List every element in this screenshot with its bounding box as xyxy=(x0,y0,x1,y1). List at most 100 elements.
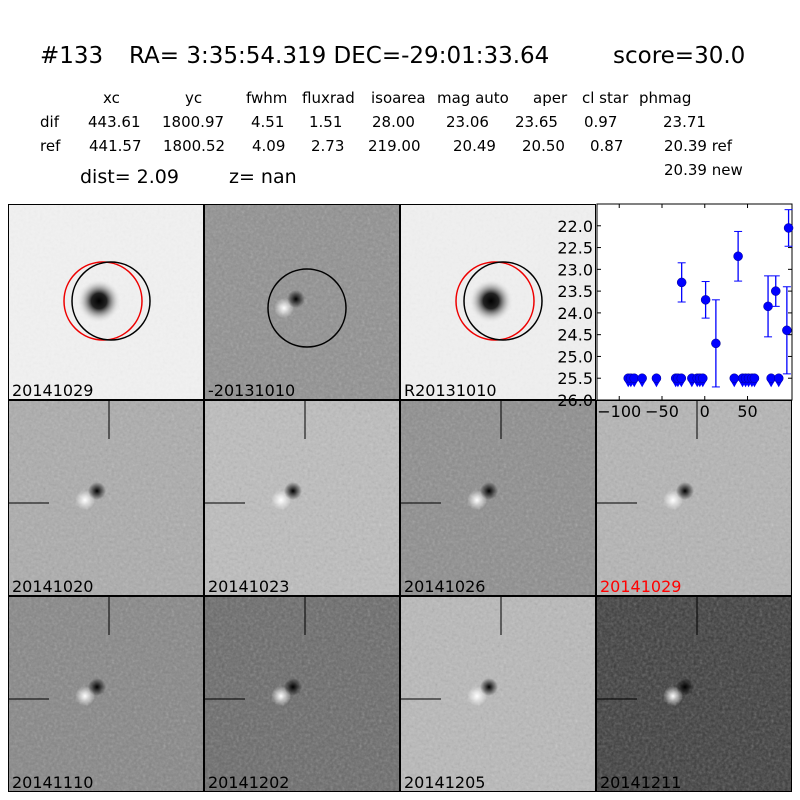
stamp-date-label: -20131010 xyxy=(208,381,296,400)
image-stamp: 20141110 xyxy=(8,596,204,792)
upper-limit-point xyxy=(651,373,662,383)
detection-point xyxy=(733,251,743,262)
upper-limit-point xyxy=(676,373,687,383)
dif-mag-auto: 23.06 xyxy=(446,113,489,131)
stamp-date-label: 20141026 xyxy=(404,577,486,596)
dif-yc: 1800.97 xyxy=(162,113,225,131)
red-aperture-circle xyxy=(63,261,143,341)
black-aperture-circle xyxy=(71,261,151,341)
red-aperture-circle xyxy=(455,261,535,341)
detection-point xyxy=(782,325,792,336)
negative-residual xyxy=(480,482,498,500)
ref-aper: 20.50 xyxy=(522,137,565,155)
ref-fluxrad: 2.73 xyxy=(311,137,345,155)
upper-limit-point xyxy=(749,373,760,383)
stamp-date-label: 20141023 xyxy=(208,577,290,596)
stamp-date-label: 20141110 xyxy=(12,773,94,792)
col-mag-auto: mag auto xyxy=(437,89,509,107)
col-aper: aper xyxy=(533,89,568,107)
y-tick-label: 22.5 xyxy=(557,239,593,258)
image-stamp: 20141205 xyxy=(400,596,596,792)
negative-residual xyxy=(284,482,302,500)
x-tick-label: −50 xyxy=(645,402,679,421)
y-tick-label: 24.0 xyxy=(557,304,593,323)
y-tick-label: 24.5 xyxy=(557,326,593,345)
ref-fwhm: 4.09 xyxy=(252,137,286,155)
detection-point xyxy=(771,286,781,296)
coordinates: RA= 3:35:54.319 DEC=-29:01:33.64 xyxy=(129,43,550,69)
stamp-date-label: 20141029 xyxy=(12,381,94,400)
detection-point xyxy=(783,223,794,233)
noise-texture xyxy=(9,597,203,791)
ref-yc: 1800.52 xyxy=(163,137,226,155)
detection-point xyxy=(700,295,711,305)
image-stamp: 20141020 xyxy=(8,400,204,596)
dist-value: dist= 2.09 xyxy=(80,166,179,188)
negative-residual xyxy=(480,678,498,696)
row-ref-label: ref xyxy=(40,137,61,155)
image-stamp: 20141023 xyxy=(204,400,400,596)
upper-limit-point xyxy=(637,373,647,383)
noise-texture xyxy=(401,401,595,595)
stamp-date-label: 20141211 xyxy=(600,773,682,792)
stamp-date-label: 20141205 xyxy=(404,773,486,792)
ref-phmag: 20.39 ref xyxy=(664,137,733,155)
plot-area xyxy=(596,203,793,401)
dif-phmag: 23.71 xyxy=(663,113,706,131)
image-stamp: 20141202 xyxy=(204,596,400,792)
upper-limit-point xyxy=(773,373,784,383)
image-stamp: 20141029 xyxy=(8,204,204,400)
score: score=30.0 xyxy=(613,43,746,69)
detection-point xyxy=(763,301,773,312)
dif-aper: 23.65 xyxy=(515,113,558,131)
dif-cl-star: 0.97 xyxy=(584,113,618,131)
upper-limit-point xyxy=(698,373,708,383)
upper-limit-point xyxy=(729,373,740,383)
x-tick-label: −100 xyxy=(597,402,641,421)
dif-fwhm: 4.51 xyxy=(251,113,285,131)
stamp-date-label: 20141029 xyxy=(600,577,682,596)
negative-residual xyxy=(88,678,106,696)
detection-point xyxy=(676,277,687,288)
source-blob xyxy=(469,279,513,323)
y-tick-label: 22.0 xyxy=(557,217,593,236)
aperture-circle xyxy=(267,268,347,348)
noise-texture xyxy=(597,401,791,595)
noise-texture xyxy=(205,401,399,595)
candidate-id: #133 xyxy=(40,43,104,69)
noise-texture xyxy=(205,597,399,791)
negative-residual xyxy=(676,482,694,500)
negative-residual xyxy=(88,482,106,500)
y-tick-label: 26.0 xyxy=(557,391,593,410)
col-xc: xc xyxy=(103,89,120,107)
col-fwhm: fwhm xyxy=(246,89,288,107)
black-aperture-circle xyxy=(463,261,543,341)
col-isoarea: isoarea xyxy=(371,89,426,107)
col-cl-star: cl star xyxy=(582,89,629,107)
upper-limit-point xyxy=(629,373,639,383)
dif-isoarea: 28.00 xyxy=(372,113,415,131)
y-tick-label: 23.0 xyxy=(557,260,593,279)
image-stamp: -20131010 xyxy=(204,204,400,400)
y-tick-label: 25.0 xyxy=(557,347,593,366)
col-fluxrad: fluxrad xyxy=(302,89,355,107)
y-tick-label: 25.5 xyxy=(557,369,593,388)
source-blob xyxy=(77,279,121,323)
negative-residual xyxy=(284,678,302,696)
z-value: z= nan xyxy=(229,166,297,188)
ref-cl-star: 0.87 xyxy=(590,137,624,155)
stamp-date-label: 20141202 xyxy=(208,773,290,792)
image-stamp: 20141029 xyxy=(596,400,792,596)
image-stamp: 20141026 xyxy=(400,400,596,596)
x-tick-label: 0 xyxy=(700,402,710,421)
dif-fluxrad: 1.51 xyxy=(309,113,343,131)
ref-isoarea: 219.00 xyxy=(368,137,421,155)
image-stamp: 20141211 xyxy=(596,596,792,792)
noise-texture xyxy=(401,597,595,791)
stamp-date-label: 20141020 xyxy=(12,577,94,596)
negative-residual xyxy=(287,290,305,308)
ref-mag-auto: 20.49 xyxy=(453,137,496,155)
stamp-date-label: R20131010 xyxy=(404,381,497,400)
